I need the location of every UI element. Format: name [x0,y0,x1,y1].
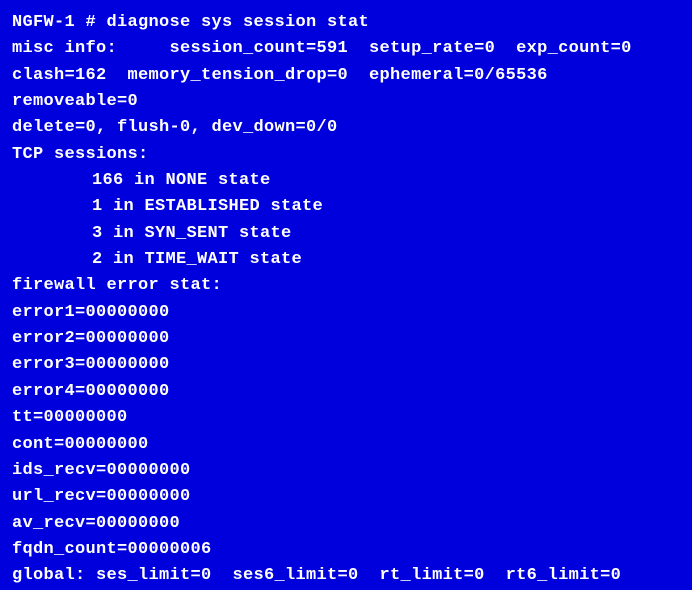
error-line: fqdn_count=00000006 [12,537,680,563]
error-line: url_recv=00000000 [12,484,680,510]
error-line: cont=00000000 [12,432,680,458]
tcp-state-line: 166 in NONE state [12,168,680,194]
error-line: error2=00000000 [12,326,680,352]
error-line: av_recv=00000000 [12,511,680,537]
global-line: global: ses_limit=0 ses6_limit=0 rt_limi… [12,563,680,589]
clash-line: clash=162 memory_tension_drop=0 ephemera… [12,63,680,89]
tcp-state-line: 2 in TIME_WAIT state [12,247,680,273]
error-line: error1=00000000 [12,300,680,326]
error-line: error4=00000000 [12,379,680,405]
firewall-error-header: firewall error stat: [12,273,680,299]
error-line: ids_recv=00000000 [12,458,680,484]
cli-prompt-line: NGFW-1 # diagnose sys session stat [12,10,680,36]
misc-info-line: misc info: session_count=591 setup_rate=… [12,36,680,62]
removeable-line: removeable=0 [12,89,680,115]
delete-line: delete=0, flush-0, dev_down=0/0 [12,115,680,141]
tcp-state-line: 1 in ESTABLISHED state [12,194,680,220]
error-line: error3=00000000 [12,352,680,378]
tcp-state-line: 3 in SYN_SENT state [12,221,680,247]
tcp-sessions-header: TCP sessions: [12,142,680,168]
error-line: tt=00000000 [12,405,680,431]
